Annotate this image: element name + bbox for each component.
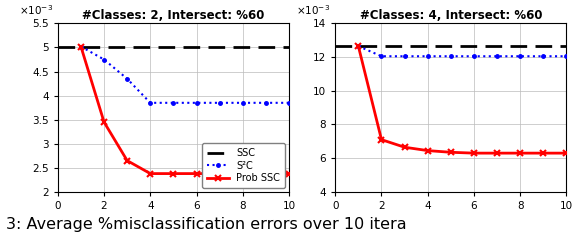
Text: $\times10^{-3}$: $\times10^{-3}$ [297, 3, 331, 17]
Text: $\times10^{-3}$: $\times10^{-3}$ [19, 3, 53, 17]
Text: 3: Average %misclassification errors over 10 itera: 3: Average %misclassification errors ove… [6, 217, 406, 232]
Title: #Classes: 2, Intersect: %60: #Classes: 2, Intersect: %60 [82, 9, 265, 22]
Legend: SSC, S²C, Prob SSC: SSC, S²C, Prob SSC [202, 143, 285, 188]
Title: #Classes: 4, Intersect: %60: #Classes: 4, Intersect: %60 [360, 9, 542, 22]
